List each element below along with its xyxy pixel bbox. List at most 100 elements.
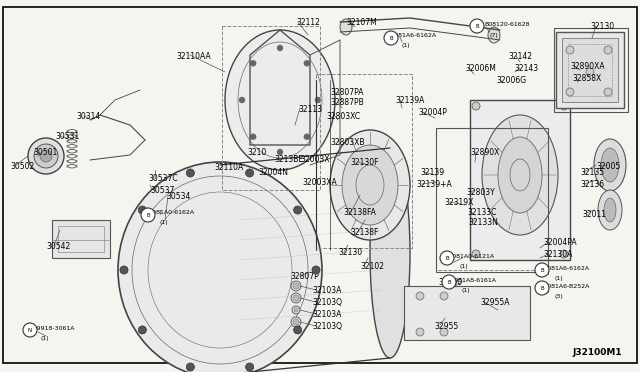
Circle shape — [239, 97, 245, 103]
Circle shape — [291, 293, 301, 303]
Ellipse shape — [598, 190, 622, 230]
Circle shape — [315, 97, 321, 103]
Text: 32103Q: 32103Q — [312, 298, 342, 307]
Text: 32890XA: 32890XA — [570, 62, 605, 71]
Text: B081A8-6161A: B081A8-6161A — [450, 278, 496, 283]
Circle shape — [440, 328, 448, 336]
Bar — [222, 26, 320, 190]
Circle shape — [246, 169, 253, 177]
Ellipse shape — [330, 130, 410, 240]
Ellipse shape — [498, 137, 542, 213]
Text: B08120-61628: B08120-61628 — [484, 22, 529, 27]
Circle shape — [293, 295, 299, 301]
Text: 30531: 30531 — [55, 132, 79, 141]
Text: 32006G: 32006G — [496, 76, 526, 85]
Text: 32004P: 32004P — [418, 108, 447, 117]
Text: J32100M1: J32100M1 — [572, 348, 621, 357]
Text: 32133C: 32133C — [467, 208, 497, 217]
Ellipse shape — [34, 144, 58, 168]
Circle shape — [416, 292, 424, 300]
Circle shape — [186, 363, 195, 371]
Text: 32130: 32130 — [338, 248, 362, 257]
Text: 32130A: 32130A — [543, 250, 572, 259]
Text: 32107M: 32107M — [346, 18, 377, 27]
Text: B081A6-B252A: B081A6-B252A — [543, 284, 589, 289]
Ellipse shape — [40, 150, 52, 162]
Circle shape — [291, 317, 301, 327]
Text: B081A6-6162A: B081A6-6162A — [543, 266, 589, 271]
Circle shape — [440, 251, 454, 265]
Text: (1): (1) — [462, 288, 470, 293]
Text: (1): (1) — [555, 276, 564, 281]
Circle shape — [138, 206, 147, 214]
Bar — [470, 100, 570, 260]
Text: 30314: 30314 — [76, 112, 100, 121]
Text: 32130F: 32130F — [350, 158, 378, 167]
Bar — [554, 28, 628, 112]
Text: 32006M: 32006M — [465, 64, 496, 73]
Circle shape — [304, 134, 310, 140]
Text: 32138F: 32138F — [350, 228, 378, 237]
Circle shape — [141, 208, 155, 222]
Text: B: B — [445, 256, 449, 260]
Text: 32807P: 32807P — [290, 272, 319, 281]
Text: B: B — [475, 23, 479, 29]
Text: 32135: 32135 — [580, 168, 604, 177]
Text: 32803XB: 32803XB — [330, 138, 365, 147]
Circle shape — [440, 292, 448, 300]
Text: N: N — [28, 327, 32, 333]
Circle shape — [535, 281, 549, 295]
Text: 32807PA: 32807PA — [330, 88, 364, 97]
Text: 32130: 32130 — [590, 22, 614, 31]
Text: 32102: 32102 — [360, 262, 384, 271]
Text: 32113: 32113 — [298, 105, 322, 114]
Circle shape — [560, 250, 568, 258]
Bar — [568, 44, 612, 96]
Ellipse shape — [342, 145, 398, 225]
Ellipse shape — [118, 162, 322, 372]
Text: 32112: 32112 — [296, 18, 320, 27]
Text: (1): (1) — [160, 220, 168, 225]
Text: 32133N: 32133N — [468, 218, 498, 227]
Circle shape — [604, 88, 612, 96]
Ellipse shape — [482, 115, 558, 235]
Text: (1): (1) — [402, 43, 411, 48]
Circle shape — [277, 149, 283, 155]
Bar — [316, 74, 412, 248]
Text: 30537: 30537 — [150, 186, 174, 195]
Circle shape — [304, 60, 310, 66]
Bar — [436, 128, 548, 270]
Text: 32139A: 32139A — [395, 96, 424, 105]
Text: 32143: 32143 — [514, 64, 538, 73]
Text: N09918-3061A: N09918-3061A — [28, 326, 74, 331]
Text: 32003X: 32003X — [300, 155, 330, 164]
Circle shape — [416, 328, 424, 336]
Circle shape — [472, 250, 480, 258]
Circle shape — [472, 102, 480, 110]
Circle shape — [470, 19, 484, 33]
Circle shape — [186, 169, 195, 177]
Text: B081A0-6162A: B081A0-6162A — [148, 210, 194, 215]
Ellipse shape — [28, 138, 64, 174]
Bar — [556, 32, 624, 108]
Text: 3213BE: 3213BE — [274, 155, 303, 164]
Text: 32103A: 32103A — [312, 286, 341, 295]
Text: (1): (1) — [40, 336, 49, 341]
Circle shape — [120, 266, 128, 274]
Circle shape — [535, 263, 549, 277]
Text: B081A0-6121A: B081A0-6121A — [448, 254, 494, 259]
Text: (7): (7) — [490, 33, 499, 38]
Bar — [562, 38, 618, 102]
Ellipse shape — [225, 30, 335, 170]
Text: 30534: 30534 — [166, 192, 190, 201]
Text: 32887PB: 32887PB — [330, 98, 364, 107]
Circle shape — [293, 283, 299, 289]
Circle shape — [277, 45, 283, 51]
Circle shape — [294, 326, 301, 334]
Ellipse shape — [340, 19, 352, 35]
Circle shape — [442, 275, 456, 289]
Text: 32955A: 32955A — [480, 298, 509, 307]
Bar — [52, 220, 110, 258]
Circle shape — [250, 134, 256, 140]
Text: 32319X: 32319X — [444, 198, 474, 207]
